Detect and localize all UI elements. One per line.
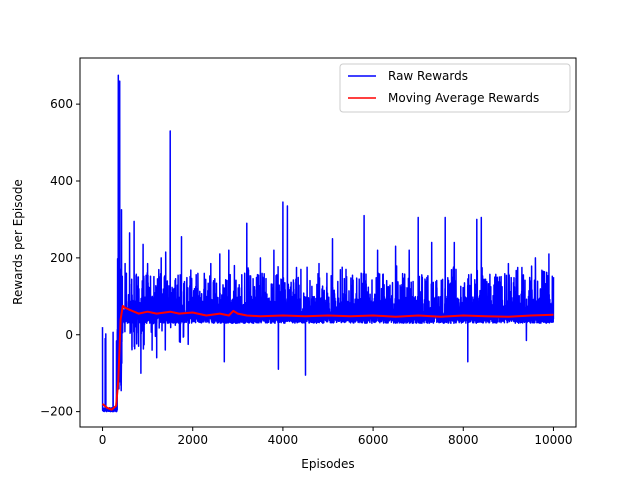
x-tick-label: 8000 [448, 433, 479, 447]
legend: Raw Rewards Moving Average Rewards [339, 63, 571, 113]
x-tick-label: 10000 [534, 433, 572, 447]
y-axis-label: Rewards per Episode [11, 179, 25, 305]
series-moving-average-line [101, 304, 554, 411]
series-raw-rewards-line [101, 74, 555, 413]
x-tick-label: 2000 [177, 433, 208, 447]
y-tick-label: 200 [50, 251, 73, 265]
y-tick-label: 600 [50, 97, 73, 111]
x-tick-label: 0 [99, 433, 107, 447]
plot-area-frame [79, 57, 577, 428]
y-tick-label: 400 [50, 174, 73, 188]
legend-label-moving-average: Moving Average Rewards [388, 91, 539, 105]
x-axis-label: Episodes [301, 457, 354, 471]
x-tick-label: 4000 [268, 433, 299, 447]
y-tick-label: −200 [40, 405, 73, 419]
y-tick-label: 0 [65, 328, 73, 342]
legend-box [339, 63, 571, 113]
x-tick-label: 6000 [358, 433, 389, 447]
legend-label-raw-rewards: Raw Rewards [388, 69, 468, 83]
